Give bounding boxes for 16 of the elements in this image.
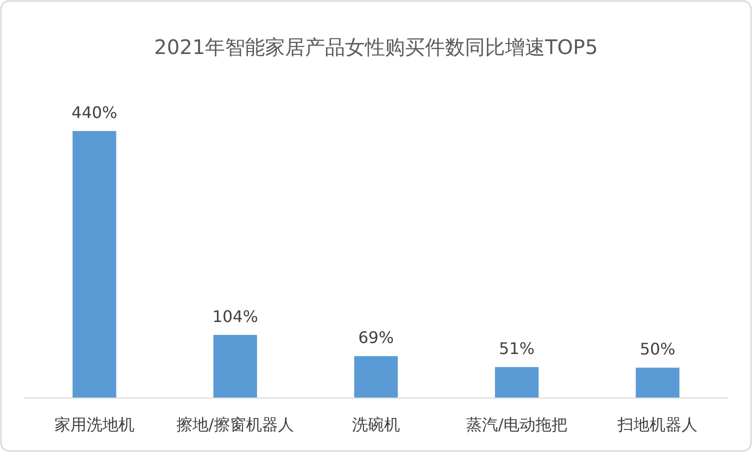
data-label: 440% [72,103,118,122]
data-label: 69% [358,328,394,348]
data-label: 104% [212,306,258,326]
chart-title: 2021年智能家居产品女性购买件数同比增速TOP5 [154,35,598,59]
x-tick-label: 家用洗地机 [54,415,134,434]
bar [636,368,680,398]
data-label: 51% [499,339,535,358]
x-tick-label: 洗碗机 [352,415,400,434]
x-tick-label: 擦地/擦窗机器人 [176,415,294,434]
x-tick-label: 扫地机器人 [616,415,698,434]
bar [213,334,258,398]
bar [494,367,539,398]
bar [72,131,116,398]
data-label: 50% [640,340,676,359]
bar [354,356,398,398]
x-tick-label: 蒸汽/电动拖把 [466,415,568,434]
